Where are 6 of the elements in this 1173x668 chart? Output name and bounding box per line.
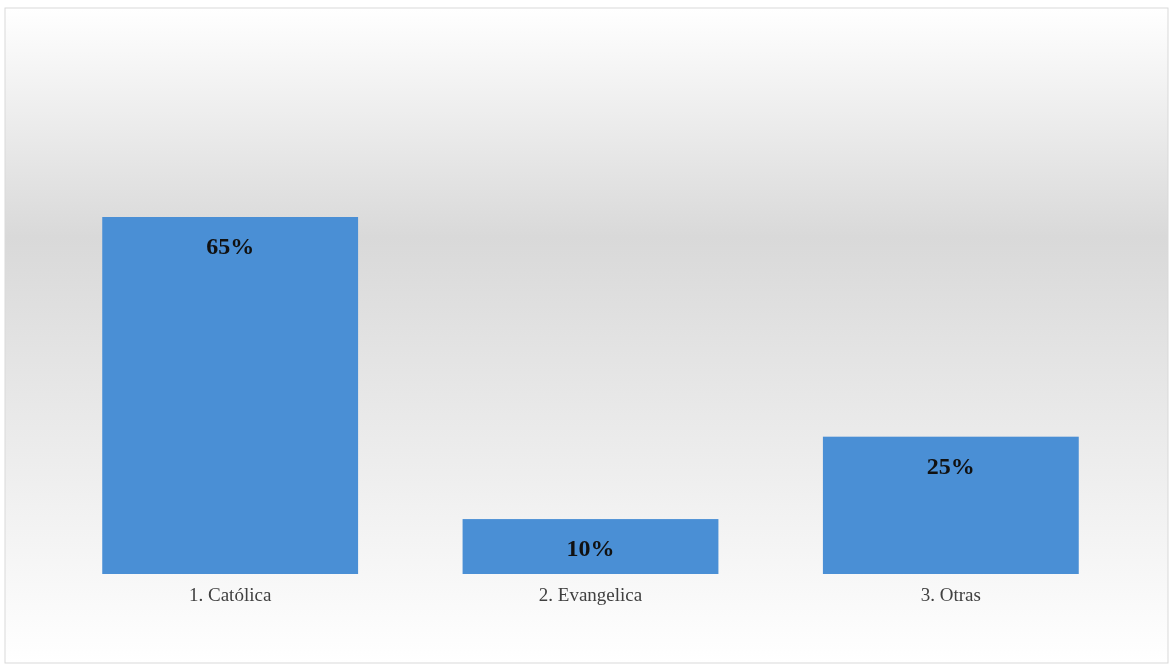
data-label: 65% xyxy=(206,233,255,259)
x-tick-label: 3. Otras xyxy=(920,584,981,606)
data-label: 25% xyxy=(926,452,975,479)
x-tick-label: 2. Evangelica xyxy=(538,584,643,606)
data-label: 10% xyxy=(566,535,615,562)
x-tick-label: 1. Católica xyxy=(189,584,272,606)
